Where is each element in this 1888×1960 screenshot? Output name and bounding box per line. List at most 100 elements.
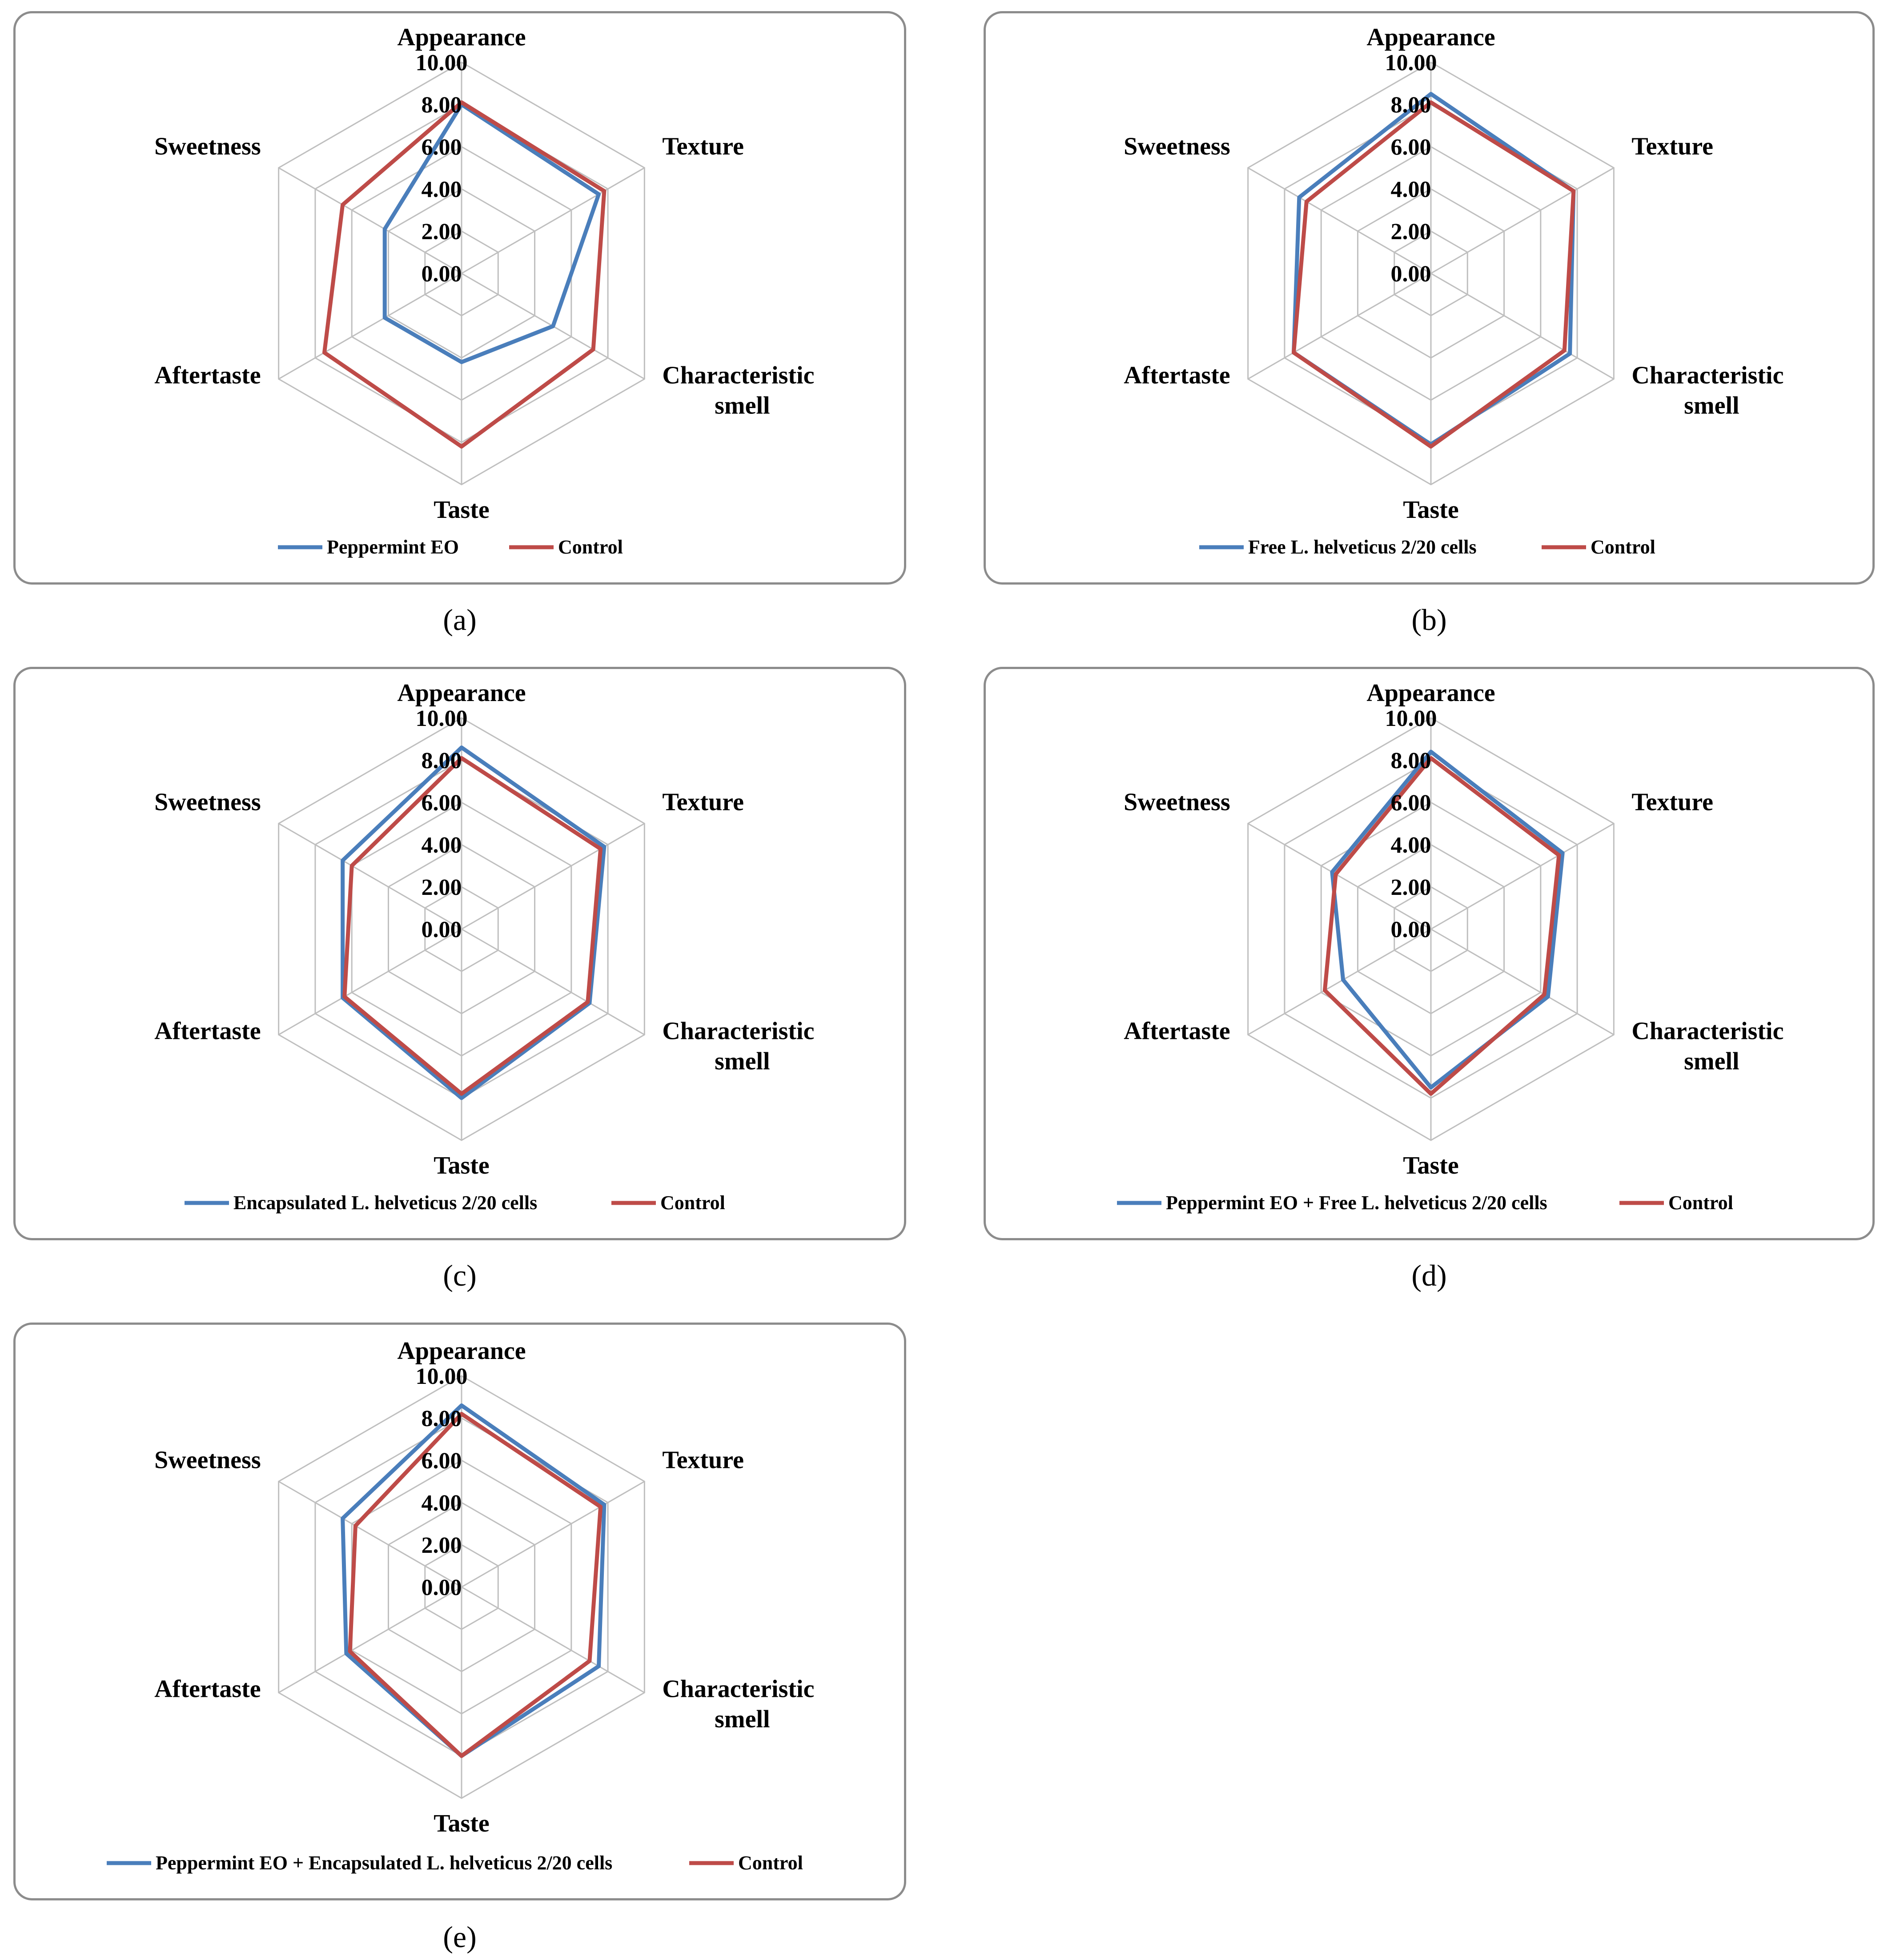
axis-label-taste: Taste xyxy=(434,1810,490,1837)
axis-label-characteristic-smell: Characteristic smell xyxy=(662,1018,814,1075)
axis-label-characteristic-smell: Characteristic smell xyxy=(662,362,814,420)
axis-label-aftertaste: Aftertaste xyxy=(1124,362,1230,389)
legend-label-encapsulated-l-helveticus-2-20-cells: Encapsulated L. helveticus 2/20 cells xyxy=(233,1192,537,1214)
series-line-peppermint-eo-free-l-helveticus-2-20-cells xyxy=(1330,750,1565,1090)
tick-label: 10.00 xyxy=(416,50,468,76)
tick-label: 4.00 xyxy=(422,833,462,858)
series-line-control xyxy=(1291,100,1576,449)
grid-spoke xyxy=(278,167,462,274)
radar-grid xyxy=(278,61,645,485)
tick-label: 4.00 xyxy=(422,1491,462,1516)
chart-panel-a: 0.00 2.00 4.00 6.00 8.00 10.00 Appearance Textu… xyxy=(13,11,906,585)
axis-label-texture: Texture xyxy=(662,133,744,160)
legend-label-control: Control xyxy=(660,1192,725,1214)
chart-panel-b: 0.00 2.00 4.00 6.00 8.00 10.00 Appearance Textu… xyxy=(984,11,1875,585)
tick-label: 4.00 xyxy=(1391,833,1431,858)
series-line-control xyxy=(342,756,603,1096)
legend: Peppermint EO + Free L. helveticus 2/20 … xyxy=(1117,1192,1733,1214)
axis-label-appearance: Appearance xyxy=(1366,24,1495,51)
grid-spoke xyxy=(278,1481,462,1588)
grid-spoke xyxy=(1430,928,1615,1035)
radar-grid xyxy=(278,1375,645,1799)
caption-d: (d) xyxy=(1411,1259,1447,1292)
tick-label: 6.00 xyxy=(422,1448,462,1474)
grid-spoke xyxy=(461,167,645,274)
tick-label: 8.00 xyxy=(422,1406,462,1431)
grid-spoke xyxy=(1247,273,1431,380)
tick-label: 0.00 xyxy=(1391,261,1431,287)
tick-label: 4.00 xyxy=(422,177,462,202)
axis-label-texture: Texture xyxy=(1631,133,1713,160)
axis-label-appearance: Appearance xyxy=(1366,679,1495,707)
axis-label-appearance: Appearance xyxy=(397,24,526,51)
tick-label: 6.00 xyxy=(1391,790,1431,816)
tick-label: 0.00 xyxy=(422,261,462,287)
axis-label-characteristic-smell: Characteristic smell xyxy=(1631,362,1784,420)
legend-label-peppermint-eo: Peppermint EO xyxy=(327,536,459,558)
radar-grid xyxy=(1247,61,1615,485)
series-line-peppermint-eo xyxy=(382,102,601,364)
legend: Peppermint EO + Encapsulated L. helvetic… xyxy=(107,1852,803,1874)
caption-b: (b) xyxy=(1411,603,1447,637)
grid-spoke xyxy=(461,928,645,1035)
axis-label-texture: Texture xyxy=(662,1447,744,1474)
grid-spoke xyxy=(278,1586,462,1693)
axis-label-taste: Taste xyxy=(1403,496,1459,524)
grid-spoke xyxy=(461,1481,645,1588)
tick-label: 0.00 xyxy=(422,1575,462,1600)
tick-label: 10.00 xyxy=(416,706,468,731)
caption-e: (e) xyxy=(443,1920,477,1954)
chart-panel-d: 0.00 2.00 4.00 6.00 8.00 10.00 Appearance Textu… xyxy=(984,667,1875,1240)
series-line-encapsulated-l-helveticus-2-20-cells xyxy=(341,746,607,1100)
axis-label-texture: Texture xyxy=(662,789,744,816)
tick-label: 8.00 xyxy=(1391,748,1431,774)
axis-label-characteristic-smell: Characteristic smell xyxy=(662,1675,814,1733)
legend-label-control: Control xyxy=(558,536,623,558)
legend: Free L. helveticus 2/20 cells Control xyxy=(1199,536,1655,558)
radar-grid xyxy=(1247,717,1615,1141)
axis-label-sweetness: Sweetness xyxy=(154,789,261,816)
grid-spoke xyxy=(278,928,462,1035)
tick-label: 8.00 xyxy=(422,92,462,118)
grid-spoke xyxy=(461,823,645,930)
grid-spoke xyxy=(1430,167,1615,274)
tick-label: 4.00 xyxy=(1391,177,1431,202)
tick-label: 10.00 xyxy=(416,1364,468,1389)
legend-label-free-l-helveticus-2-20-cells: Free L. helveticus 2/20 cells xyxy=(1248,536,1477,558)
axis-label-sweetness: Sweetness xyxy=(154,1447,261,1474)
grid-spoke xyxy=(1247,928,1431,1035)
axis-label-sweetness: Sweetness xyxy=(1124,789,1230,816)
tick-label: 6.00 xyxy=(1391,135,1431,160)
tick-label: 0.00 xyxy=(1391,917,1431,942)
axis-label-aftertaste: Aftertaste xyxy=(154,1018,261,1045)
caption-a: (a) xyxy=(443,603,477,637)
axis-label-taste: Taste xyxy=(434,1152,490,1179)
grid-spoke xyxy=(1247,823,1431,930)
grid-spoke xyxy=(278,823,462,930)
grid-spoke xyxy=(1430,823,1615,930)
tick-label: 10.00 xyxy=(1385,706,1437,731)
axis-label-sweetness: Sweetness xyxy=(154,133,261,160)
grid-spoke xyxy=(1247,167,1431,274)
tick-label: 2.00 xyxy=(1391,875,1431,900)
tick-label: 10.00 xyxy=(1385,50,1437,76)
axis-label-aftertaste: Aftertaste xyxy=(154,1675,261,1703)
chart-panel-e: 0.00 2.00 4.00 6.00 8.00 10.00 Appearance Textu… xyxy=(13,1323,906,1900)
series-line-control xyxy=(322,100,607,449)
chart-panel-c: 0.00 2.00 4.00 6.00 8.00 10.00 Appearance Textu… xyxy=(13,667,906,1240)
tick-label: 2.00 xyxy=(422,219,462,244)
series-line-free-l-helveticus-2-20-cells xyxy=(1291,92,1576,447)
tick-label: 2.00 xyxy=(422,875,462,900)
caption-c: (c) xyxy=(443,1259,477,1292)
grid-spoke xyxy=(278,273,462,380)
tick-label: 2.00 xyxy=(422,1533,462,1558)
legend: Peppermint EO Control xyxy=(278,536,623,558)
axis-label-aftertaste: Aftertaste xyxy=(154,362,261,389)
axis-label-texture: Texture xyxy=(1631,789,1713,816)
axis-label-appearance: Appearance xyxy=(397,1337,526,1365)
